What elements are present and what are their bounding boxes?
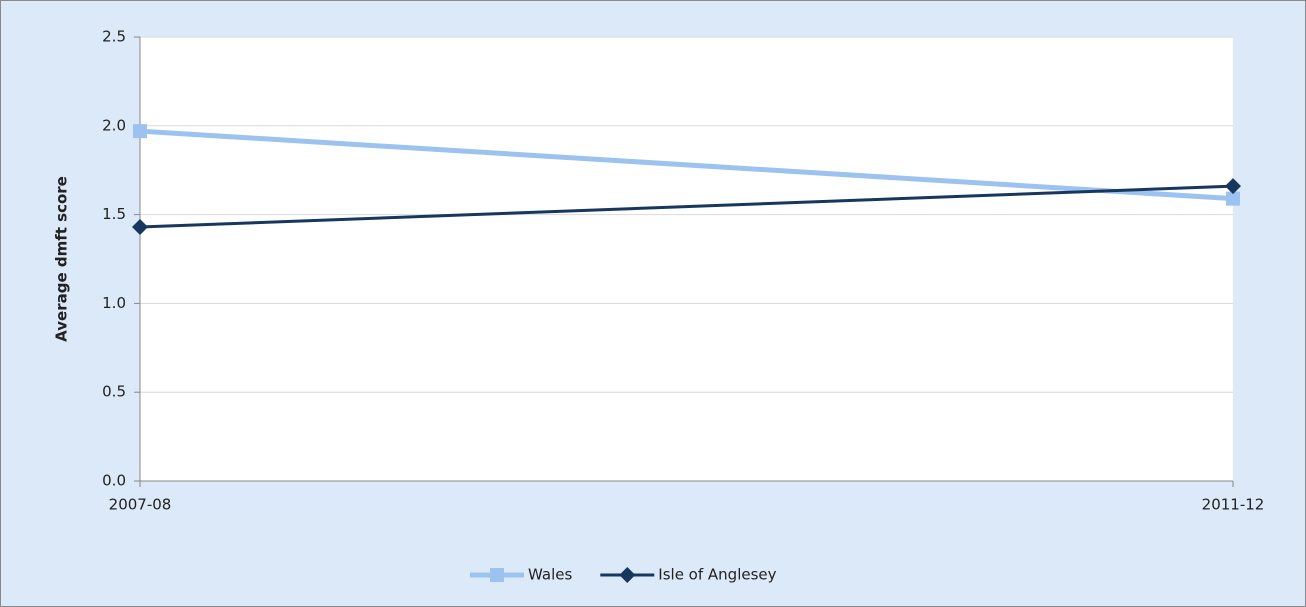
data-point	[132, 219, 148, 236]
y-tick-label: 1.0	[102, 294, 126, 312]
y-tick-label: 1.5	[102, 205, 126, 223]
legend-label: Isle of Anglesey	[658, 566, 776, 584]
data-point	[133, 124, 147, 139]
plot-area	[140, 37, 1233, 481]
y-tick-label: 0.0	[102, 472, 126, 490]
series-line	[139, 184, 1234, 229]
data-point	[1225, 178, 1241, 195]
y-tick-label: 2.0	[102, 116, 126, 134]
series-line	[139, 128, 1234, 202]
y-axis-label: Average dmft score	[53, 176, 71, 342]
y-tick-label: 0.5	[102, 383, 126, 401]
legend-marker	[619, 567, 636, 583]
x-tick-label: 2011-12	[1202, 496, 1265, 514]
x-tick-label: 2007-08	[109, 496, 172, 514]
legend-marker	[490, 568, 504, 582]
y-tick-label: 2.5	[102, 28, 126, 46]
data-point	[1226, 191, 1240, 206]
legend-label: Wales	[528, 566, 572, 584]
